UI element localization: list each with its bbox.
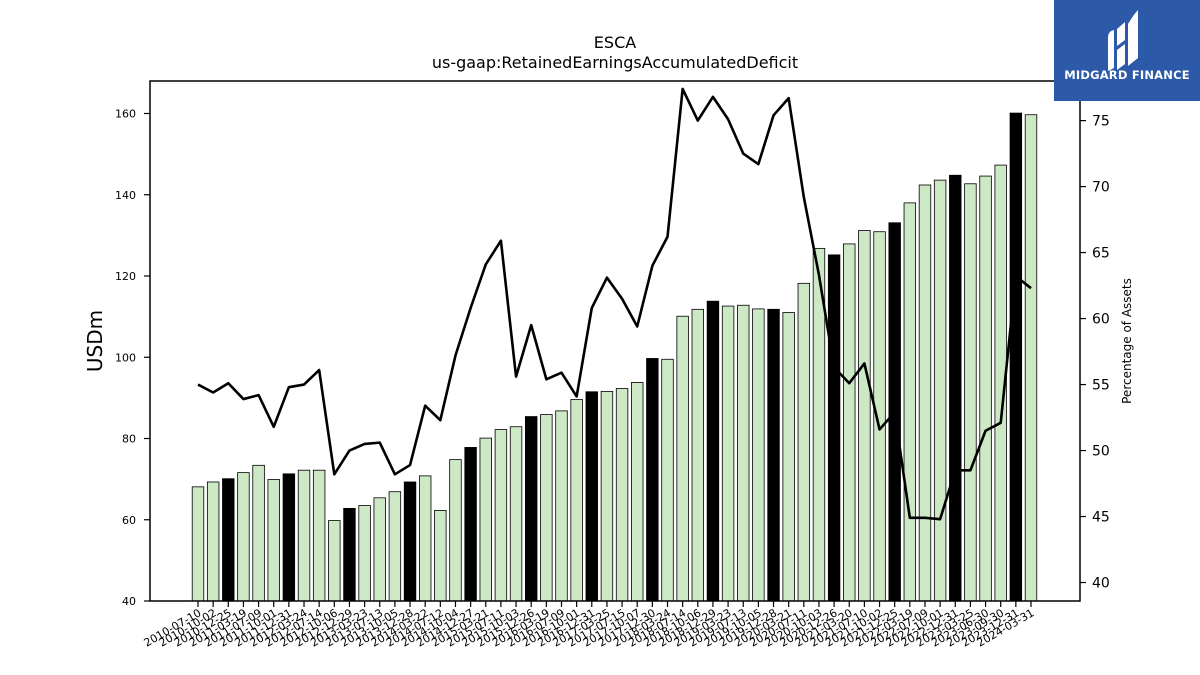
bar — [721, 305, 735, 602]
bar — [237, 472, 250, 602]
bar — [282, 473, 296, 602]
bar — [797, 282, 811, 602]
bar — [509, 426, 523, 602]
bar — [979, 175, 992, 602]
plot-frame — [149, 80, 1081, 602]
bar — [540, 414, 553, 602]
bar — [585, 391, 598, 602]
bar — [403, 481, 417, 602]
bar — [222, 478, 235, 602]
bar — [570, 399, 583, 602]
bar — [767, 308, 780, 602]
bar — [843, 243, 856, 602]
bar — [464, 447, 477, 602]
bar — [903, 202, 917, 602]
bar — [706, 300, 720, 602]
logo-text: MIDGARD FINANCE — [1064, 68, 1190, 82]
x-axis: 2010-07-102010-10-022010-12-252011-03-19… — [142, 601, 1037, 650]
bar — [646, 358, 659, 602]
bar — [631, 382, 644, 602]
y-axis-label: USDm — [83, 310, 107, 372]
bar — [600, 390, 614, 602]
y2-tick-label: 55 — [1092, 378, 1110, 394]
bar — [206, 481, 220, 602]
y2-tick-label: 60 — [1092, 312, 1110, 328]
y2-tick-label: 50 — [1092, 444, 1110, 460]
bar — [737, 304, 750, 602]
bar — [312, 469, 326, 602]
bar — [525, 416, 538, 602]
percentage-line — [197, 87, 1032, 521]
y2-tick-label: 70 — [1092, 180, 1110, 196]
chart-title: ESCA — [594, 33, 636, 52]
bar — [297, 469, 311, 602]
bar — [267, 479, 280, 602]
brand-logo: MIDGARD FINANCE — [1054, 0, 1200, 101]
bar — [479, 437, 492, 602]
line-layer — [197, 87, 1032, 521]
bar — [449, 459, 462, 602]
bar — [782, 312, 795, 602]
y2-tick-label: 45 — [1092, 510, 1110, 526]
y-tick-label: 120 — [115, 270, 136, 283]
bar — [676, 315, 689, 602]
y-axis-left: 40 60 80 100 120 140 160 — [115, 108, 150, 608]
bar — [343, 507, 356, 602]
bar — [691, 308, 705, 602]
bar — [933, 179, 947, 602]
bar — [858, 230, 871, 602]
logo-icon — [1108, 10, 1138, 71]
bar — [661, 358, 674, 602]
bar — [388, 491, 402, 602]
bar — [191, 486, 205, 602]
y-tick-label: 100 — [115, 351, 136, 364]
y-tick-label: 60 — [122, 514, 136, 527]
bar — [918, 184, 932, 602]
y-tick-label: 80 — [122, 433, 136, 446]
bar — [752, 308, 765, 602]
bar — [964, 183, 977, 602]
bar — [494, 429, 508, 602]
bar — [434, 510, 447, 602]
y-tick-label: 140 — [115, 189, 136, 202]
bar — [949, 174, 962, 602]
bar — [358, 505, 371, 602]
y2-axis-label: Percentage of Assets — [1120, 278, 1134, 404]
y2-tick-label: 65 — [1092, 246, 1110, 262]
chart-subtitle: us-gaap:RetainedEarningsAccumulatedDefic… — [432, 53, 798, 72]
bar — [252, 464, 265, 602]
y-tick-label: 160 — [115, 108, 136, 121]
bar — [328, 520, 341, 602]
y-axis-right: 40 45 50 55 60 65 70 75 — [1080, 114, 1110, 592]
bar — [373, 497, 386, 602]
bar — [827, 254, 841, 602]
bars — [191, 112, 1038, 602]
bar — [1024, 114, 1038, 602]
bar — [1009, 112, 1023, 602]
y-tick-label: 40 — [122, 595, 136, 608]
y2-tick-label: 75 — [1092, 114, 1110, 130]
bar — [555, 410, 568, 602]
bar — [615, 388, 629, 602]
bar — [418, 475, 432, 602]
y2-tick-label: 40 — [1092, 576, 1110, 592]
